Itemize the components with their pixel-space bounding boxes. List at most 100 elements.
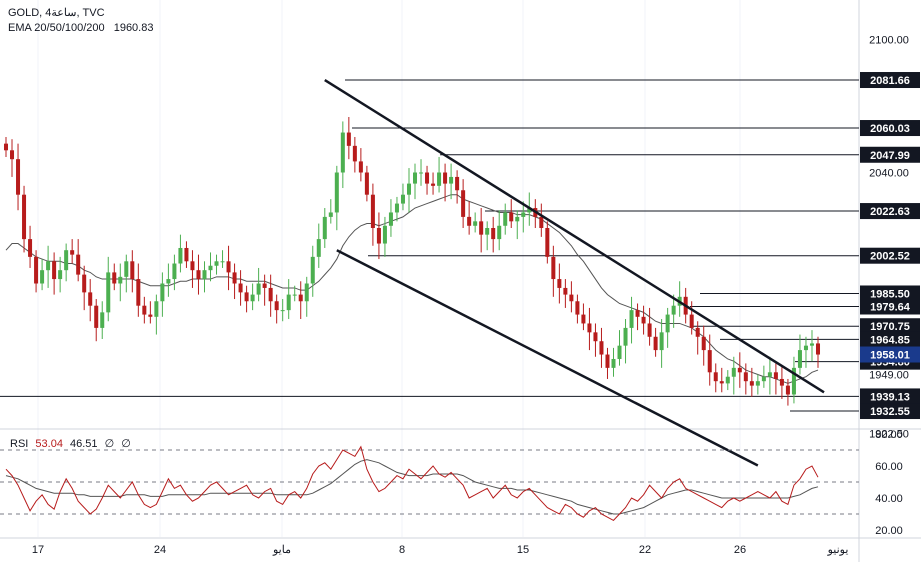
- candle-body: [22, 194, 27, 240]
- candle-body: [154, 301, 159, 317]
- channel-lower-trendline: [336, 249, 759, 467]
- candle-body: [118, 276, 123, 284]
- candle-body: [244, 292, 249, 302]
- candle-body: [226, 261, 231, 273]
- price-level-tag: [860, 203, 920, 220]
- candle-body: [82, 274, 87, 293]
- candle-body: [779, 378, 784, 386]
- candle-body: [40, 270, 45, 284]
- rsi-value: 53.04: [35, 438, 63, 450]
- candle-body: [479, 221, 484, 235]
- price-level-tag: [860, 72, 920, 89]
- candle-body: [208, 265, 213, 271]
- current-price-tag: [860, 346, 920, 363]
- rsi-sym-1: ∅: [104, 438, 115, 450]
- candle-body: [521, 212, 526, 217]
- candle-body: [262, 283, 267, 288]
- candle-body: [328, 212, 333, 217]
- price-level-label: 1985.50: [870, 288, 910, 300]
- candle-body: [611, 358, 616, 368]
- candle-body: [755, 381, 760, 386]
- candle-body: [485, 228, 490, 235]
- candle-body: [659, 332, 664, 351]
- trendlines-layer[interactable]: [324, 78, 825, 467]
- candle-body: [388, 212, 393, 226]
- candle-body: [16, 159, 21, 195]
- candle-body: [3, 143, 9, 151]
- price-axis[interactable]: 2081.66 2060.03 2047.99 2022.63 2002.52 1985.…: [860, 34, 920, 537]
- candle-body: [340, 132, 345, 173]
- price-level-tag: [860, 298, 920, 315]
- price-level-tag: [860, 388, 920, 405]
- price-level-label: 2022.63: [870, 206, 910, 218]
- price-level-label: 1970.75: [870, 321, 910, 333]
- candle-body: [322, 216, 327, 240]
- time-tick-label: 8: [399, 544, 405, 556]
- candle-body: [94, 305, 99, 328]
- candle-body: [617, 345, 622, 359]
- candle-body: [455, 176, 460, 191]
- symbol-label: GOLD, 4ساعة, TVC: [8, 7, 105, 19]
- candle-body: [725, 376, 730, 384]
- candle-body: [599, 341, 604, 355]
- candle-body: [791, 367, 796, 395]
- price-level-label: 1964.85: [870, 334, 910, 346]
- time-tick-label: يونيو: [827, 544, 849, 556]
- candle-body: [761, 376, 766, 382]
- price-level-tag: [860, 247, 920, 264]
- price-level-tag: [860, 331, 920, 348]
- candle-body: [773, 372, 778, 379]
- candle-body: [443, 172, 448, 184]
- price-level-tag: [860, 120, 920, 137]
- time-tick-label: مايو: [272, 544, 291, 556]
- candle-body: [358, 161, 363, 173]
- candle-body: [286, 294, 291, 311]
- price-level-label: 1939.13: [870, 391, 910, 403]
- rsi-ma-line: [5, 459, 819, 515]
- candle-body: [250, 294, 255, 302]
- price-level-tag: [860, 318, 920, 335]
- candle-body: [587, 323, 592, 333]
- candle-body: [497, 225, 502, 240]
- candle-body: [551, 256, 556, 280]
- candle-body: [214, 261, 219, 266]
- candle-body: [419, 172, 424, 174]
- candle-body: [238, 283, 243, 293]
- candle-body: [112, 272, 117, 284]
- price-tick-label: 1949.00: [869, 370, 909, 382]
- time-axis[interactable]: 17 24 مايو 8 15 22 26 يونيو: [32, 544, 849, 556]
- rsi-line: [5, 445, 819, 522]
- candle-body: [563, 287, 568, 295]
- candle-body: [196, 270, 201, 280]
- candle-body: [334, 172, 339, 213]
- candle-body: [491, 228, 496, 240]
- candle-body: [34, 256, 39, 284]
- candle-body: [623, 327, 628, 346]
- candle-body: [268, 287, 273, 302]
- candle-body: [172, 263, 177, 280]
- candle-body: [28, 239, 33, 257]
- candle-body: [569, 294, 574, 302]
- ema-value: 1960.83: [113, 22, 154, 34]
- candle-body: [376, 228, 381, 244]
- candle-body: [76, 254, 81, 275]
- candle-body: [52, 261, 57, 280]
- candle-body: [785, 385, 790, 395]
- candle-body: [46, 261, 51, 271]
- candle-body: [671, 305, 676, 315]
- time-tick-label: 15: [517, 544, 529, 556]
- candle-body: [665, 314, 670, 333]
- price-level-label: 2060.03: [870, 123, 910, 135]
- candle-body: [190, 261, 195, 271]
- candle-body: [707, 350, 712, 373]
- ema-layer: [5, 194, 819, 384]
- price-level-tag: [860, 146, 920, 163]
- rsi-ma-value: 46.51: [70, 438, 98, 450]
- candle-body: [503, 212, 508, 226]
- candle-body: [719, 381, 724, 384]
- candle-body: [220, 261, 225, 263]
- candle-body: [130, 261, 135, 280]
- candle-body: [797, 350, 802, 368]
